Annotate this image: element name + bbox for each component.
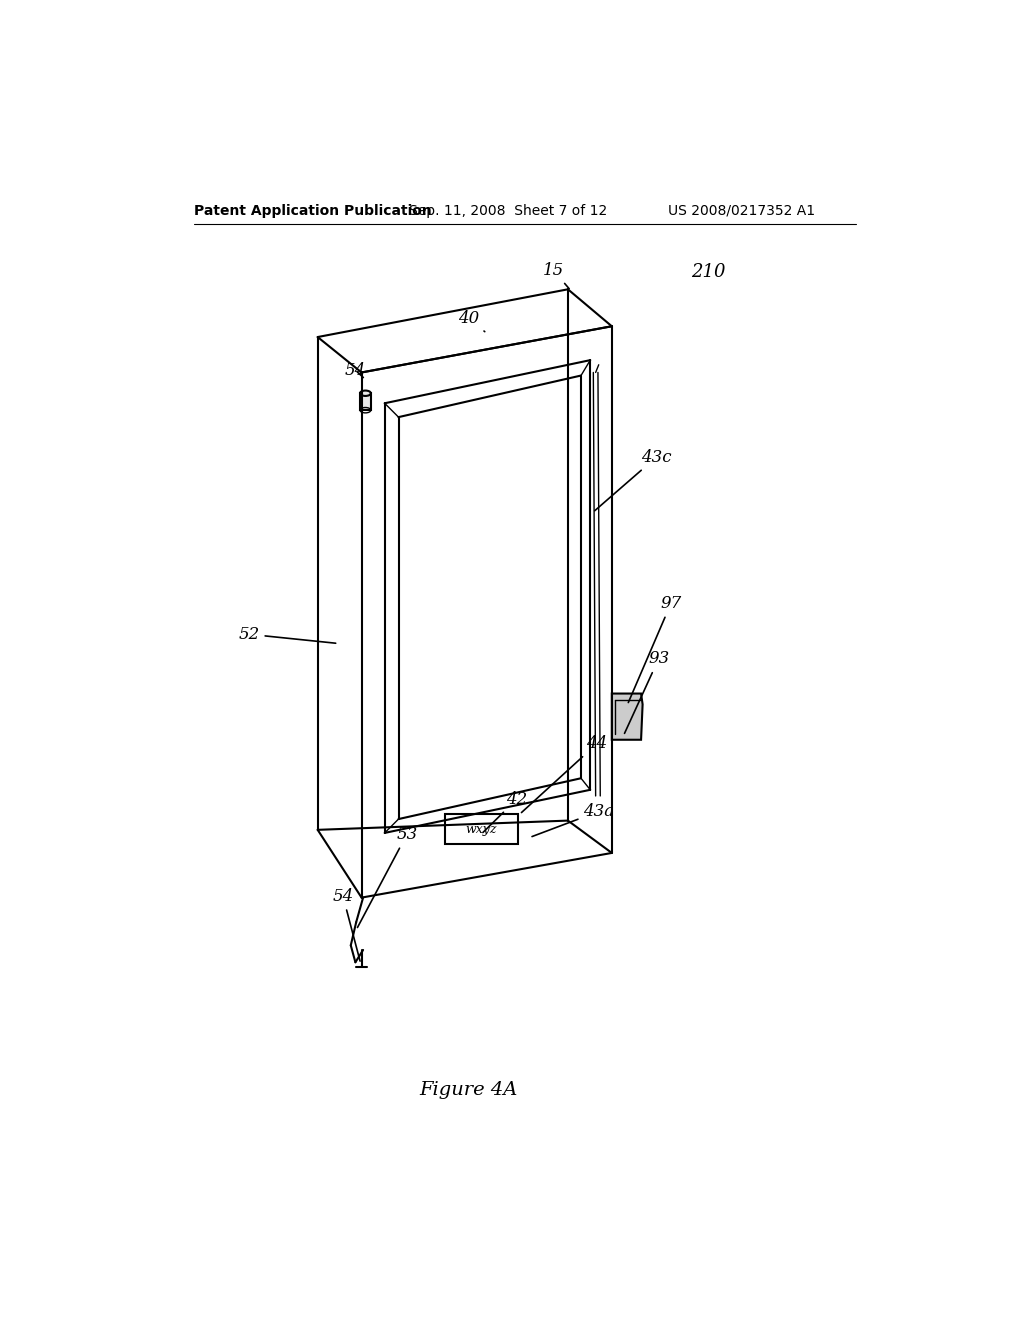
Text: 43a: 43a [532,803,614,837]
Text: 15: 15 [543,261,569,289]
Text: Patent Application Publication: Patent Application Publication [194,203,431,218]
Text: 52: 52 [239,626,336,643]
Polygon shape [360,393,371,411]
Text: 97: 97 [629,595,682,702]
Text: 53: 53 [357,826,418,928]
Polygon shape [611,693,643,739]
Text: 44: 44 [521,735,607,813]
Text: 210: 210 [691,264,726,281]
Text: 40: 40 [458,310,484,331]
Polygon shape [444,814,518,843]
Ellipse shape [360,391,371,396]
Text: 42: 42 [483,791,527,833]
Text: 54: 54 [333,887,360,961]
Text: 43c: 43c [595,449,672,511]
Text: 93: 93 [625,651,670,734]
Text: wxyz: wxyz [466,822,497,836]
Text: 54: 54 [345,362,366,379]
Text: Sep. 11, 2008  Sheet 7 of 12: Sep. 11, 2008 Sheet 7 of 12 [410,203,607,218]
Text: US 2008/0217352 A1: US 2008/0217352 A1 [668,203,815,218]
Text: Figure 4A: Figure 4A [419,1081,518,1100]
